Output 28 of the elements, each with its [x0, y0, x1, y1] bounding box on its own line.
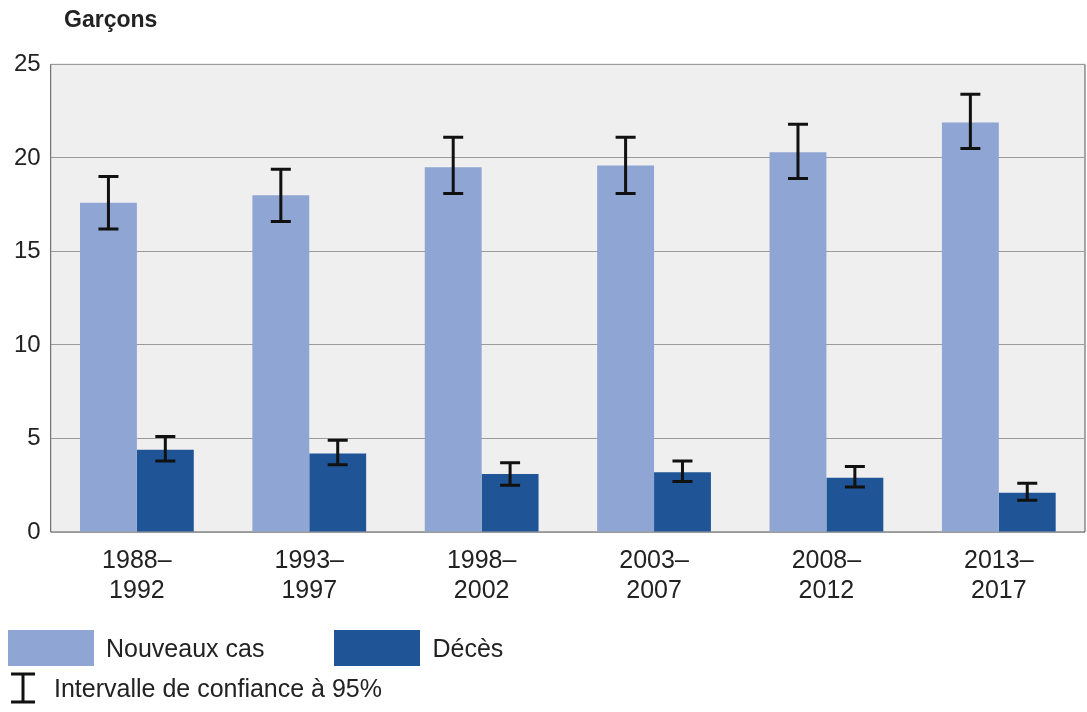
x-tick-label: 1993–1997	[274, 544, 345, 603]
x-tick-label: 2008–2012	[791, 544, 862, 603]
bar	[481, 474, 539, 532]
y-tick-label: 15	[13, 236, 41, 264]
bar	[826, 477, 884, 532]
bar	[309, 453, 367, 532]
bar	[941, 122, 999, 532]
y-tick-label: 5	[27, 423, 41, 451]
text: Intervalle de confiance à 95%	[54, 673, 382, 703]
x-tick-label: 2013–2017	[964, 544, 1034, 603]
legend-label: Nouveaux cas	[106, 633, 265, 663]
bar	[80, 202, 137, 532]
y-tick-label: 20	[13, 142, 41, 170]
chart-title: Garçons	[64, 6, 158, 33]
bar	[654, 472, 711, 532]
bar	[769, 152, 827, 532]
y-tick-label: 0	[27, 516, 41, 544]
x-tick-label: 1998–2002	[446, 544, 517, 603]
y-tick-label: 10	[13, 329, 41, 357]
bar	[424, 167, 482, 532]
bar	[998, 492, 1056, 532]
x-tick-label: 1988–1992	[102, 544, 172, 603]
x-tick-label: 2003–2007	[619, 544, 689, 603]
bar	[597, 165, 655, 532]
legend-label: Décès	[432, 633, 504, 663]
bar	[252, 195, 310, 532]
bar	[136, 449, 194, 532]
y-tick-label: 25	[13, 49, 41, 77]
